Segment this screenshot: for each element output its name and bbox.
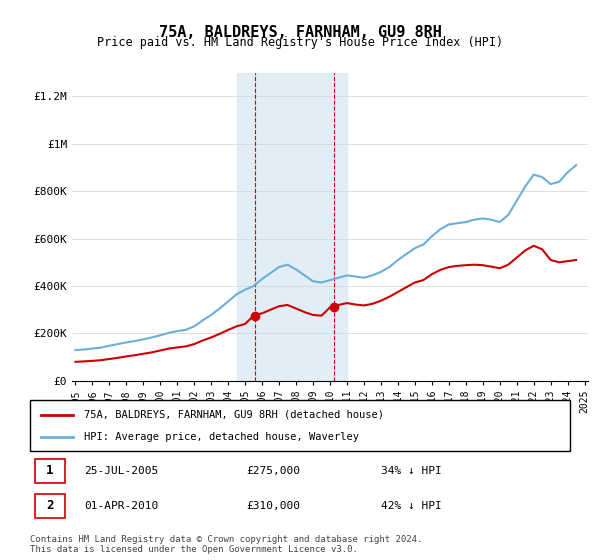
Text: £275,000: £275,000 — [246, 466, 300, 476]
Text: 42% ↓ HPI: 42% ↓ HPI — [381, 501, 442, 511]
Text: Contains HM Land Registry data © Crown copyright and database right 2024.
This d: Contains HM Land Registry data © Crown c… — [30, 535, 422, 554]
FancyBboxPatch shape — [35, 459, 65, 483]
Text: 1: 1 — [46, 464, 54, 477]
Text: 75A, BALDREYS, FARNHAM, GU9 8RH (detached house): 75A, BALDREYS, FARNHAM, GU9 8RH (detache… — [84, 409, 384, 419]
Text: 2: 2 — [46, 500, 54, 512]
Text: 25-JUL-2005: 25-JUL-2005 — [84, 466, 158, 476]
Text: 34% ↓ HPI: 34% ↓ HPI — [381, 466, 442, 476]
FancyBboxPatch shape — [30, 400, 570, 451]
Bar — [236, 73, 347, 381]
Text: 01-APR-2010: 01-APR-2010 — [84, 501, 158, 511]
FancyBboxPatch shape — [35, 493, 65, 518]
Text: HPI: Average price, detached house, Waverley: HPI: Average price, detached house, Wave… — [84, 432, 359, 442]
Text: £310,000: £310,000 — [246, 501, 300, 511]
Text: 75A, BALDREYS, FARNHAM, GU9 8RH: 75A, BALDREYS, FARNHAM, GU9 8RH — [158, 25, 442, 40]
Text: Price paid vs. HM Land Registry's House Price Index (HPI): Price paid vs. HM Land Registry's House … — [97, 36, 503, 49]
